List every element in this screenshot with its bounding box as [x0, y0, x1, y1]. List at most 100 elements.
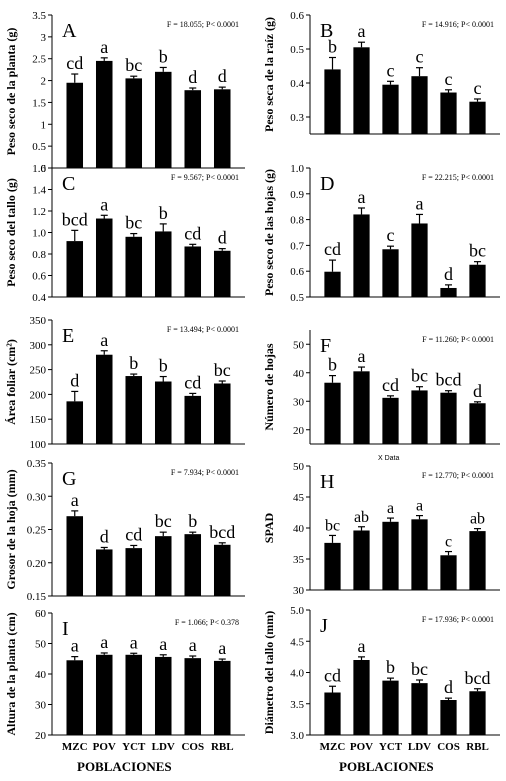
significance-letter: bcd [436, 370, 462, 390]
bar-MZC [66, 82, 84, 168]
stat-annotation: F = 11.260; P< 0.0001 [422, 335, 494, 344]
y-tick-label: 30 [293, 396, 305, 408]
stat-annotation: F = 9.567; P< 0.0001 [171, 173, 239, 182]
y-tick-label: 3.0 [290, 730, 304, 742]
significance-letter: b [159, 203, 168, 223]
panel-letter: I [62, 618, 69, 640]
bar-YCT [382, 84, 399, 134]
panel-B: 0.3 0.4 0.5 0.6 Peso seca de la raíz (g) B F =… [262, 10, 500, 135]
bar-LDV [154, 536, 172, 596]
y-tick-label: 4.5 [290, 636, 304, 648]
bar-POV [353, 47, 370, 134]
bar-MZC [324, 542, 341, 590]
y-tick-label: 250 [30, 365, 47, 377]
significance-letter: a [100, 194, 108, 214]
bar-LDV [411, 390, 428, 444]
significance-letter: a [189, 635, 197, 655]
panel-letter: G [62, 468, 76, 490]
significance-letter: a [358, 636, 366, 656]
stat-annotation: F = 22.215; P< 0.0001 [422, 173, 494, 182]
panel-J: 3.0 3.5 4.0 4.5 5.0 Diámetro del tallo (mm) J F… [262, 605, 500, 753]
y-tick-label: 2.5 [32, 54, 46, 66]
x-tick-label: RBL [211, 741, 234, 753]
y-tick-label: 45 [293, 492, 305, 504]
significance-letter: c [445, 534, 452, 551]
significance-letter: a [416, 193, 424, 213]
panel-letter: A [62, 20, 77, 42]
bar-POV [95, 654, 113, 735]
stray-axis-note: X Data [378, 455, 400, 462]
significance-letter: a [358, 187, 366, 207]
y-tick-label: 0.5 [290, 292, 304, 304]
bar-YCT [125, 236, 143, 297]
bar-RBL [469, 691, 486, 735]
bar-COS [440, 287, 457, 297]
y-axis-title: Peso seco del tallo (g) [4, 178, 18, 287]
bar-YCT [125, 548, 143, 596]
bar-LDV [411, 76, 428, 134]
panel-I: 20 30 40 50 60 Altura de la planta (cm) I F = 1… [4, 608, 245, 753]
bar-LDV [154, 71, 172, 168]
significance-letter: c [416, 47, 424, 67]
panel-letter: B [320, 20, 333, 42]
significance-letter: d [218, 66, 227, 86]
significance-letter: ab [354, 509, 369, 526]
y-tick-label: 0.25 [27, 525, 47, 537]
y-tick-label: 20 [293, 425, 305, 437]
significance-letter: a [218, 638, 226, 658]
bar-YCT [125, 78, 143, 168]
y-tick-label: 0 [41, 163, 47, 175]
bar-LDV [154, 231, 172, 297]
y-tick-label: 100 [30, 439, 47, 451]
x-tick-label: LDV [152, 741, 175, 753]
significance-letter: b [188, 511, 197, 531]
y-tick-label: 0.3 [290, 112, 304, 124]
y-tick-label: 35 [293, 554, 305, 566]
significance-letter: d [473, 381, 482, 401]
significance-letter: d [444, 264, 453, 284]
y-tick-label: 0.7 [290, 240, 304, 252]
bar-COS [440, 555, 457, 590]
significance-letter: b [386, 657, 395, 677]
y-axis-title: Altura de la planta (cm) [4, 612, 18, 735]
y-tick-label: 0.6 [32, 271, 46, 283]
panel-G: 0.15 0.20 0.25 0.30 0.35 Grosor de la hoja (m… [4, 458, 245, 603]
y-tick-label: 2 [41, 76, 47, 88]
x-tick-label: POV [93, 741, 116, 753]
significance-letter: a [159, 634, 167, 654]
x-tick-label: LDV [408, 741, 431, 753]
significance-letter: cd [184, 223, 201, 243]
bar-COS [184, 246, 202, 297]
significance-letter: c [474, 78, 482, 98]
y-tick-label: 40 [293, 523, 305, 535]
bar-RBL [213, 89, 231, 168]
y-tick-label: 0.4 [290, 78, 304, 90]
y-tick-label: 50 [293, 461, 305, 473]
significance-letter: cd [66, 53, 83, 73]
bar-YCT [382, 249, 399, 297]
significance-letter: a [358, 21, 366, 41]
stat-annotation: F = 12.770; P< 0.0001 [422, 471, 494, 480]
y-tick-label: 1.0 [32, 228, 46, 240]
bar-MZC [324, 692, 341, 735]
significance-letter: cd [184, 372, 201, 392]
significance-letter: cd [324, 665, 341, 685]
y-tick-label: 0.15 [27, 591, 47, 603]
bar-POV [353, 371, 370, 444]
y-tick-label: 0.35 [27, 458, 47, 470]
bar-MZC [66, 516, 84, 596]
y-tick-label: 1.5 [32, 97, 46, 109]
y-tick-label: 1.0 [290, 163, 304, 175]
bar-POV [95, 549, 113, 596]
y-tick-label: 40 [293, 368, 305, 380]
bar-POV [353, 214, 370, 297]
stat-annotation: F = 13.494; P< 0.0001 [167, 325, 239, 334]
panel-letter: E [62, 325, 74, 347]
y-axis-title: Área foliar (cm²) [4, 339, 18, 425]
bar-RBL [469, 531, 486, 590]
bar-COS [184, 534, 202, 596]
y-axis-title: Número de hojas [262, 343, 276, 430]
y-axis-title: SPAD [262, 512, 276, 543]
x-axis-title-right: POBLACIONES [339, 759, 434, 774]
